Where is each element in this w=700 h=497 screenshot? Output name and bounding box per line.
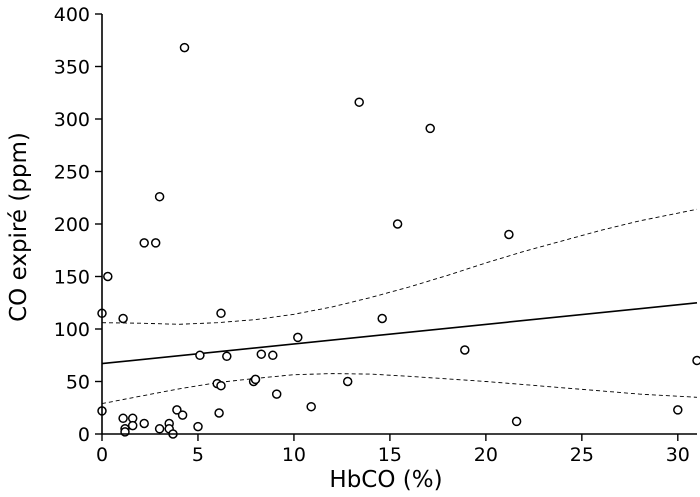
data-point xyxy=(139,418,149,429)
y-tick-label: 200 xyxy=(54,214,90,236)
data-point xyxy=(692,355,700,366)
data-point xyxy=(214,408,224,418)
data-point xyxy=(268,350,278,361)
x-tick-label: 0 xyxy=(96,444,108,466)
x-tick-label: 10 xyxy=(282,444,306,466)
data-point xyxy=(504,229,514,240)
data-point xyxy=(103,271,113,282)
x-axis-title: HbCO (%) xyxy=(329,467,442,493)
data-point xyxy=(271,389,282,399)
data-point xyxy=(425,123,435,134)
data-point xyxy=(150,238,161,248)
data-point xyxy=(377,313,387,324)
data-point xyxy=(342,376,353,387)
y-tick-label: 300 xyxy=(54,109,90,131)
x-tick-label: 30 xyxy=(666,444,690,466)
confidence-band-lower xyxy=(101,373,698,405)
data-point xyxy=(118,413,128,424)
y-tick-label: 250 xyxy=(54,162,90,184)
data-point xyxy=(177,410,188,420)
y-axis-title: CO expiré (ppm) xyxy=(6,132,32,322)
data-point xyxy=(179,42,190,53)
data-point xyxy=(195,350,205,361)
y-tick-label: 100 xyxy=(54,319,90,341)
data-point xyxy=(216,308,226,319)
y-tick-label: 400 xyxy=(54,4,90,26)
x-tick-label: 20 xyxy=(474,444,498,466)
confidence-band-upper xyxy=(101,208,698,325)
data-point xyxy=(511,416,522,427)
y-tick-label: 0 xyxy=(78,424,90,446)
y-tick-label: 50 xyxy=(66,372,90,394)
data-point xyxy=(460,345,470,355)
data-point xyxy=(306,401,316,412)
data-point xyxy=(154,191,165,202)
ticks: 0 50 100 150 200 250 300 350 400 0 5 10 15 20 25 30 xyxy=(54,4,690,466)
x-tick-label: 25 xyxy=(570,444,594,466)
regression-line xyxy=(101,302,698,365)
data-point xyxy=(172,405,182,415)
data-point xyxy=(193,421,203,432)
data-point xyxy=(250,374,261,385)
data-point xyxy=(354,97,364,107)
data-point xyxy=(139,238,149,248)
data-point xyxy=(392,219,403,229)
data-point xyxy=(673,405,683,415)
data-point xyxy=(154,424,165,434)
data-point xyxy=(293,332,303,343)
data-point xyxy=(127,420,138,431)
x-tick-label: 15 xyxy=(378,444,402,466)
data-point xyxy=(256,349,267,359)
y-tick-label: 350 xyxy=(54,57,90,79)
data-point xyxy=(222,351,232,362)
x-tick-label: 5 xyxy=(192,444,204,466)
y-tick-label: 150 xyxy=(54,267,90,289)
data-point xyxy=(216,380,226,391)
data-point xyxy=(118,313,128,324)
plot-area xyxy=(97,42,700,439)
